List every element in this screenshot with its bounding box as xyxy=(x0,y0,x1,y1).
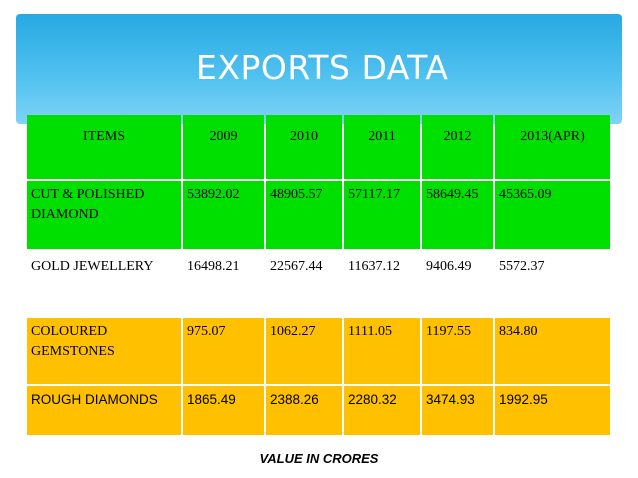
header-2012: 2012 xyxy=(422,115,493,179)
units-footnote: VALUE IN CRORES xyxy=(259,451,379,466)
value-cell: 5572.37 xyxy=(499,259,545,274)
value-cell: 1062.27 xyxy=(266,318,342,384)
header-2010: 2010 xyxy=(266,115,342,179)
value-cell: 3474.93 xyxy=(422,386,493,435)
value-cell: 1992.95 xyxy=(495,386,610,435)
value-cell: 48905.57 xyxy=(266,181,342,249)
value-cell: 57117.17 xyxy=(344,181,420,249)
value-cell: 975.07 xyxy=(183,318,264,384)
value-cell: 1197.55 xyxy=(422,318,493,384)
header-2011: 2011 xyxy=(344,115,420,179)
value-cell: 834.80 xyxy=(495,318,610,384)
value-cell: 11637.12 xyxy=(348,259,400,274)
header-2013: 2013(APR) xyxy=(495,115,610,179)
value-cell: 58649.45 xyxy=(422,181,493,249)
value-cell: 16498.21 xyxy=(187,259,240,274)
value-cell: 22567.44 xyxy=(270,259,323,274)
slide-title: EXPORTS DATA xyxy=(196,48,449,87)
item-cell: ROUGH DIAMONDS xyxy=(27,386,181,435)
value-cell: 9406.49 xyxy=(426,259,472,274)
item-cell: COLOURED GEMSTONES xyxy=(27,318,181,384)
value-cell: 1111.05 xyxy=(344,318,420,384)
value-cell: 53892.02 xyxy=(183,181,264,249)
header-2009: 2009 xyxy=(183,115,264,179)
header-items: ITEMS xyxy=(27,115,181,179)
value-cell: 1865.49 xyxy=(183,386,264,435)
item-cell: CUT & POLISHED DIAMOND xyxy=(27,181,181,249)
title-banner xyxy=(16,14,622,124)
item-cell: GOLD JEWELLERY xyxy=(31,259,154,274)
value-cell: 2388.26 xyxy=(266,386,342,435)
value-cell: 45365.09 xyxy=(495,181,610,249)
value-cell: 2280.32 xyxy=(344,386,420,435)
